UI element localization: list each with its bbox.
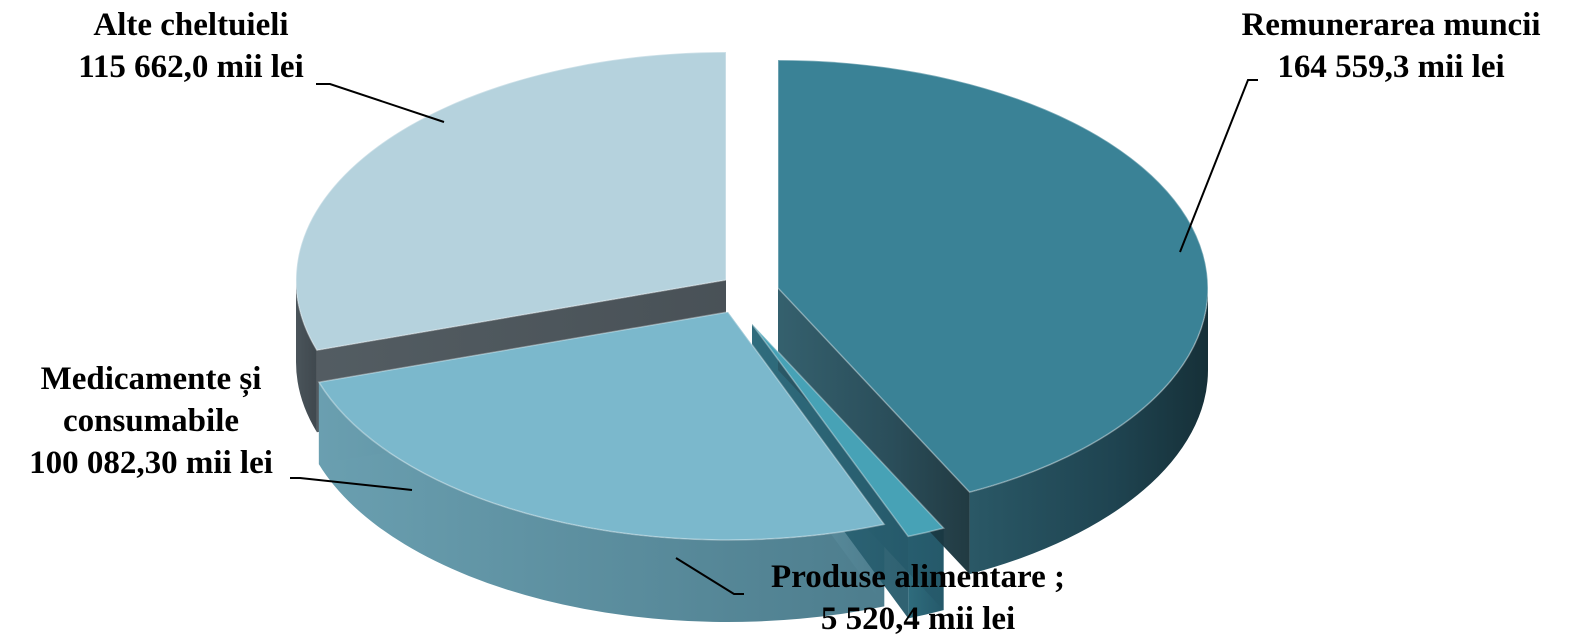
- leader-line-medicamente: [290, 477, 413, 491]
- leader-line-remunerare: [1179, 79, 1258, 253]
- label-name: Alte cheltuieli: [93, 7, 289, 43]
- leader-lines: [290, 79, 1258, 595]
- leader-line-produse: [675, 557, 744, 595]
- label-value: 100 082,30 mii lei: [29, 445, 273, 481]
- slice-top-alte: [295, 51, 727, 352]
- label-alte-cheltuieli: Alte cheltuieli 115 662,0 mii lei: [46, 4, 336, 88]
- label-name: Produse alimentare ;: [771, 559, 1065, 595]
- label-value: 164 559,3 mii lei: [1277, 49, 1505, 85]
- label-value: 115 662,0 mii lei: [78, 49, 304, 85]
- label-name: Remunerarea muncii: [1241, 7, 1541, 43]
- slice-top-medicamente: [317, 311, 886, 541]
- leader-line-alte: [316, 83, 445, 123]
- label-produse-alimentare: Produse alimentare ; 5 520,4 mii lei: [748, 556, 1088, 640]
- slice-top-produse: [751, 323, 946, 538]
- pie-tops: [295, 51, 1209, 541]
- slice-side-medicamente: [318, 382, 885, 622]
- label-medicamente: Medicamente și consumabile 100 082,30 mi…: [6, 358, 296, 484]
- slice-cut-remunerare-1: [778, 288, 970, 575]
- slice-side-remunerare: [969, 288, 1208, 575]
- label-value: 5 520,4 mii lei: [820, 601, 1016, 637]
- label-remunerarea-muncii: Remunerarea muncii 164 559,3 mii lei: [1216, 4, 1566, 88]
- slice-top-remunerare: [777, 59, 1209, 493]
- label-name-line-2: consumabile: [62, 403, 240, 439]
- slice-side-alte: [296, 280, 317, 433]
- label-name-line-1: Medicamente și: [40, 361, 262, 397]
